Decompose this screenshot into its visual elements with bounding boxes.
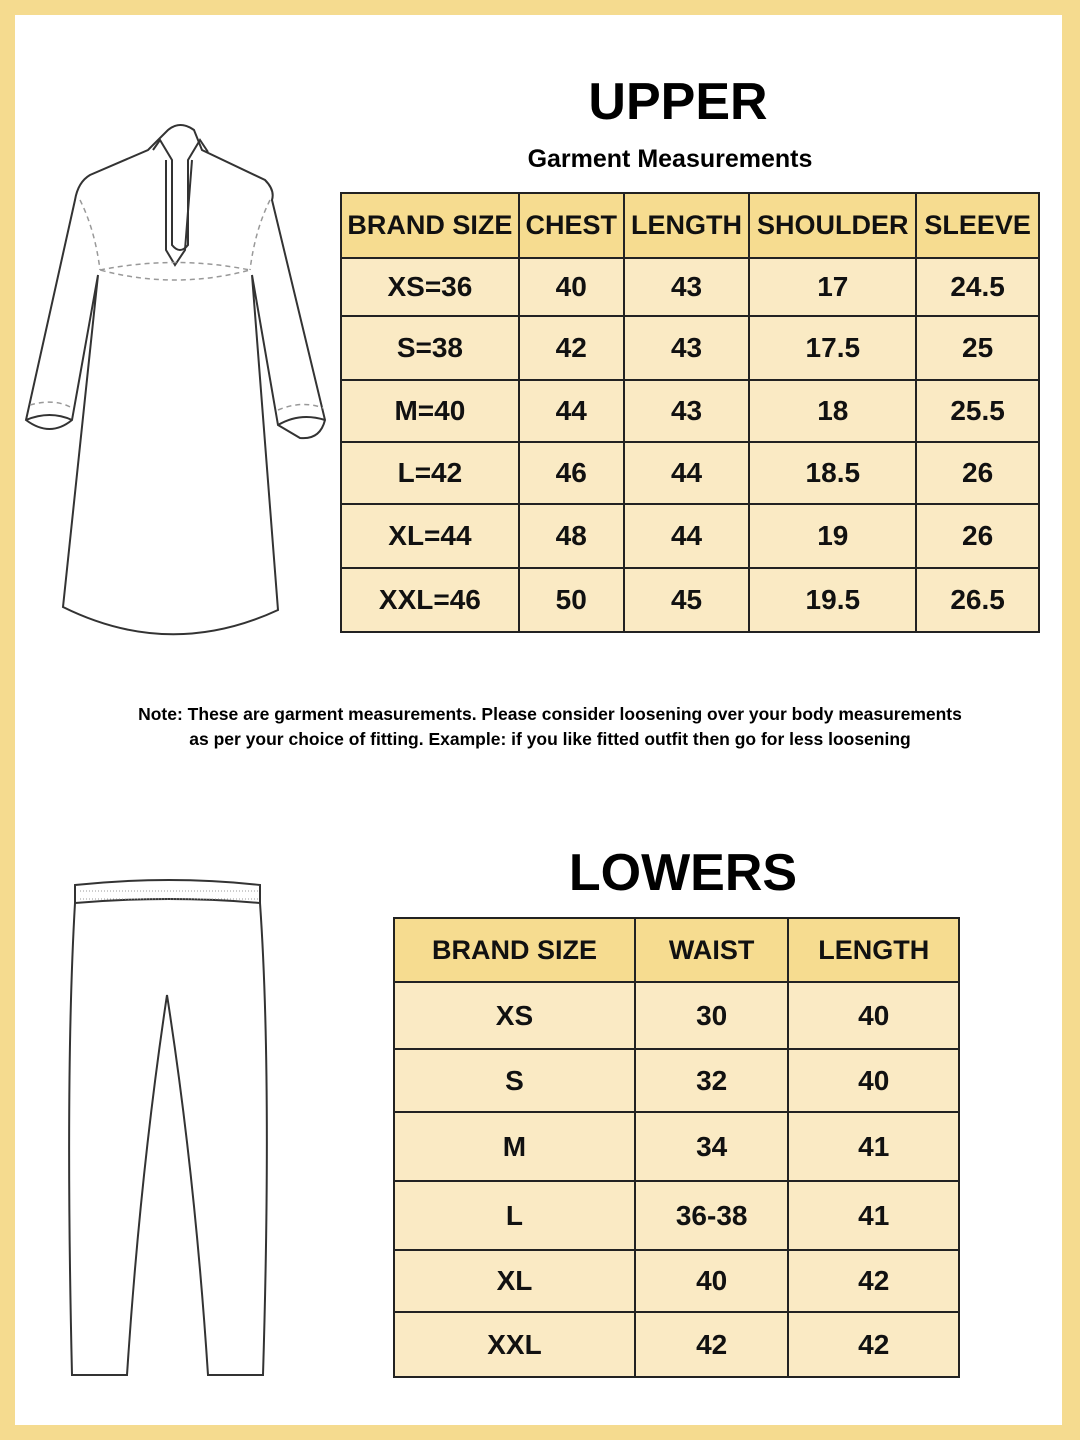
table-row: S 32 40 bbox=[393, 1048, 960, 1113]
cell: M bbox=[393, 1111, 636, 1182]
lowers-title: LOWERS bbox=[568, 844, 798, 902]
cell: XXL=46 bbox=[340, 567, 520, 633]
upper-title: UPPER bbox=[588, 73, 768, 131]
cell: 32 bbox=[633, 1048, 790, 1113]
cell: L bbox=[393, 1180, 636, 1251]
cell: XL=44 bbox=[340, 503, 520, 569]
upper-subtitle: Garment Measurements bbox=[527, 145, 813, 173]
note-line-1: Note: These are garment measurements. Pl… bbox=[138, 704, 962, 724]
kurta-illustration bbox=[24, 124, 327, 636]
cell: M=40 bbox=[340, 379, 520, 443]
cell: 44 bbox=[622, 503, 751, 569]
table-row: XS=36 40 43 17 24.5 bbox=[340, 257, 1040, 317]
cell: 25 bbox=[915, 315, 1040, 381]
cell: L=42 bbox=[340, 441, 520, 505]
cell: 18.5 bbox=[748, 441, 918, 505]
header-shoulder: SHOULDER bbox=[748, 192, 918, 259]
table-row: XXL 42 42 bbox=[393, 1311, 960, 1378]
cell: XL bbox=[393, 1249, 636, 1313]
header-chest: CHEST bbox=[517, 192, 625, 259]
cell: 17.5 bbox=[748, 315, 918, 381]
table-row: S=38 42 43 17.5 25 bbox=[340, 315, 1040, 381]
cell: 48 bbox=[517, 503, 625, 569]
cell: 25.5 bbox=[915, 379, 1040, 443]
header-waist: WAIST bbox=[633, 917, 790, 983]
header-sleeve: SLEEVE bbox=[915, 192, 1040, 259]
measurement-note: Note: These are garment measurements. Pl… bbox=[60, 702, 1040, 752]
cell: 40 bbox=[633, 1249, 790, 1313]
cell: 42 bbox=[633, 1311, 790, 1378]
cell: XXL bbox=[393, 1311, 636, 1378]
table-row: XL=44 48 44 19 26 bbox=[340, 503, 1040, 569]
cell: 17 bbox=[748, 257, 918, 317]
cell: 43 bbox=[622, 379, 751, 443]
cell: 26.5 bbox=[915, 567, 1040, 633]
upper-size-table: BRAND SIZE CHEST LENGTH SHOULDER SLEEVE … bbox=[340, 192, 1040, 633]
header-length: LENGTH bbox=[622, 192, 751, 259]
table-row: L 36-38 41 bbox=[393, 1180, 960, 1251]
cell: 30 bbox=[633, 981, 790, 1050]
cell: XS=36 bbox=[340, 257, 520, 317]
cell: 50 bbox=[517, 567, 625, 633]
cell: 42 bbox=[787, 1311, 960, 1378]
cell: 45 bbox=[622, 567, 751, 633]
cell: 26 bbox=[915, 441, 1040, 505]
pants-illustration bbox=[68, 879, 268, 1376]
cell: 40 bbox=[517, 257, 625, 317]
cell: 44 bbox=[517, 379, 625, 443]
header-length: LENGTH bbox=[787, 917, 960, 983]
cell: 34 bbox=[633, 1111, 790, 1182]
cell: 41 bbox=[787, 1180, 960, 1251]
cell: XS bbox=[393, 981, 636, 1050]
table-row: XXL=46 50 45 19.5 26.5 bbox=[340, 567, 1040, 633]
table-row: L=42 46 44 18.5 26 bbox=[340, 441, 1040, 505]
table-row: XS 30 40 bbox=[393, 981, 960, 1050]
cell: 42 bbox=[787, 1249, 960, 1313]
cell: 40 bbox=[787, 1048, 960, 1113]
cell: 42 bbox=[517, 315, 625, 381]
cell: 43 bbox=[622, 257, 751, 317]
header-brand-size: BRAND SIZE bbox=[340, 192, 520, 259]
table-row: M=40 44 43 18 25.5 bbox=[340, 379, 1040, 443]
cell: 43 bbox=[622, 315, 751, 381]
cell: 44 bbox=[622, 441, 751, 505]
cell: S bbox=[393, 1048, 636, 1113]
cell: 18 bbox=[748, 379, 918, 443]
cell: 26 bbox=[915, 503, 1040, 569]
table-row: M 34 41 bbox=[393, 1111, 960, 1182]
cell: 40 bbox=[787, 981, 960, 1050]
cell: 41 bbox=[787, 1111, 960, 1182]
table-header-row: BRAND SIZE WAIST LENGTH bbox=[393, 917, 960, 983]
cell: 19.5 bbox=[748, 567, 918, 633]
cell: 46 bbox=[517, 441, 625, 505]
table-row: XL 40 42 bbox=[393, 1249, 960, 1313]
cell: 24.5 bbox=[915, 257, 1040, 317]
cell: S=38 bbox=[340, 315, 520, 381]
table-header-row: BRAND SIZE CHEST LENGTH SHOULDER SLEEVE bbox=[340, 192, 1040, 259]
note-line-2: as per your choice of fitting. Example: … bbox=[189, 729, 911, 749]
cell: 19 bbox=[748, 503, 918, 569]
cell: 36-38 bbox=[633, 1180, 790, 1251]
header-brand-size: BRAND SIZE bbox=[393, 917, 636, 983]
lowers-size-table: BRAND SIZE WAIST LENGTH XS 30 40 S 32 40 M 34… bbox=[393, 917, 960, 1378]
